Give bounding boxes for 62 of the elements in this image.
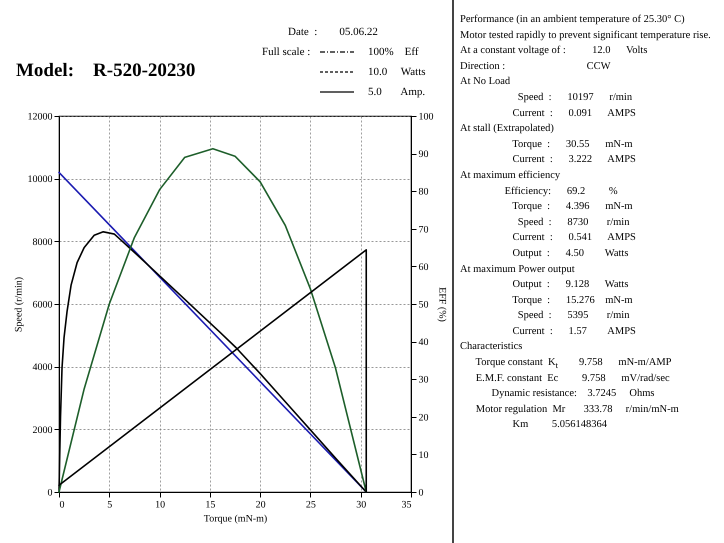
y-axis-title: Speed (r/min) (14, 276, 24, 332)
text: At stall (Extrapolated) (460, 122, 555, 136)
y2-tick-label: 70 (418, 224, 428, 236)
y-tick-label: 10000 (28, 174, 52, 186)
text: Full scale : (262, 45, 310, 60)
text: Date : 05.06.22 (288, 25, 378, 40)
x-tick-label: 15 (205, 500, 216, 510)
y2-tick-label: 60 (418, 262, 428, 273)
text: 5.0 Amp. (368, 86, 426, 98)
y2-tick-label: 40 (418, 337, 428, 348)
text: At a constant voltage of : 12.0 Volts (460, 44, 648, 58)
y-tick-label: 2000 (32, 424, 52, 436)
text: Current : 1.57 AMPS (512, 324, 637, 339)
y2-tick-label: 10 (418, 450, 428, 461)
y-tick-label: 4000 (32, 362, 52, 374)
x-tick-label: 0 (60, 500, 64, 510)
text: Output : 4.50 Watts (512, 246, 630, 261)
text: Current : 0.541 AMPS (512, 231, 637, 246)
y2-axis-title: EFF (%) (436, 287, 448, 322)
text: At maximum efficiency (460, 168, 562, 183)
y-tick-label: 0 (48, 488, 52, 498)
text: E.M.F. constant Ec 9.758 mV/rad/sec (474, 372, 671, 386)
text: Speed : 8730 r/min (516, 216, 630, 230)
text: Performance (in an ambient temperature of 25.30° C) (460, 13, 686, 27)
y-tick-label: 6000 (32, 300, 52, 310)
text: Current : 0.091 AMPS (512, 106, 637, 121)
text: 10.0 Watts (368, 66, 426, 78)
text: Torque : 4.396 mN-m (511, 200, 634, 214)
text: Km 5.056148364 (512, 418, 608, 432)
x-tick-label: 35 (402, 500, 412, 510)
text: Speed : 5395 r/min (516, 309, 630, 324)
x-tick-label: 5 (107, 500, 112, 510)
y2-tick-label: 30 (418, 374, 428, 386)
chart-title: Model: R-520-20230 (16, 60, 196, 82)
text: 100% Eff (368, 46, 419, 58)
text: Speed : 10197 r/min (516, 90, 634, 105)
x-axis-title: Torque (mN-m) (204, 514, 268, 524)
y2-tick-label: 50 (418, 300, 428, 310)
y2-tick-label: 20 (418, 412, 428, 424)
text: At maximum Power output (460, 262, 576, 276)
text: Torque : 15.276 mN-m (511, 294, 634, 308)
text: Torque : 30.55 mN-m (511, 138, 634, 152)
x-tick-label: 25 (306, 500, 316, 510)
y2-tick-label: 100 (418, 112, 434, 122)
text: Current : 3.222 AMPS (512, 153, 637, 168)
x-tick-label: 10 (155, 500, 166, 510)
text: Torque constant K$_{t}$ 9.758 mN-m/AMP (476, 357, 672, 370)
y-tick-label: 8000 (32, 236, 52, 248)
y2-tick-label: 80 (418, 186, 428, 198)
text: Efficiency: 69.2 % (504, 184, 619, 199)
y2-tick-label: 0 (418, 488, 424, 498)
x-tick-label: 20 (256, 500, 266, 510)
x-tick-label: 30 (356, 500, 366, 510)
text: At No Load (460, 75, 512, 90)
text: Motor tested rapidly to prevent significant temperature rise. (460, 28, 712, 43)
text: Characteristics (460, 340, 524, 354)
text: Direction : CCW (460, 60, 612, 74)
text: Dynamic resistance: 3.7245 Ohms (490, 387, 656, 402)
y2-tick-label: 90 (418, 149, 428, 160)
text: Motor regulation Mr 333.78 r/min/mN-m (474, 402, 680, 417)
y-tick-label: 12000 (28, 112, 52, 122)
text: Output : 9.128 Watts (512, 278, 630, 292)
